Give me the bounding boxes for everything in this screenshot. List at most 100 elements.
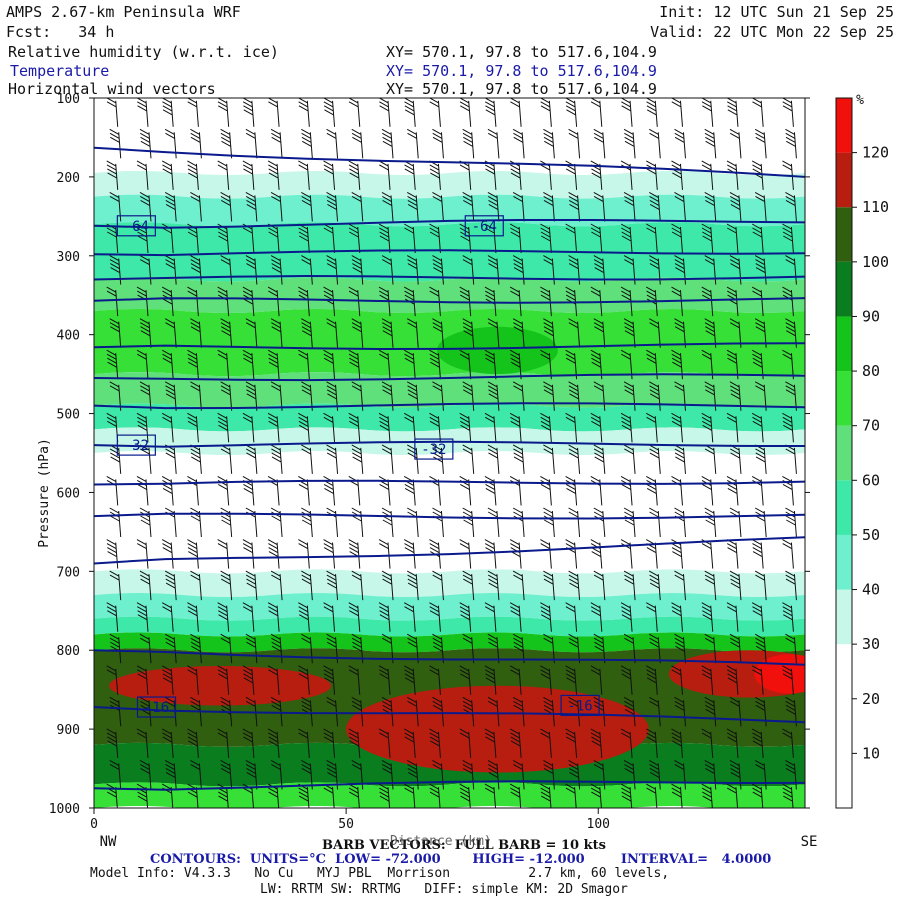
wind-barb xyxy=(509,476,522,506)
wind-barb xyxy=(378,665,391,695)
wind-barb xyxy=(164,128,177,159)
wind-barb xyxy=(646,98,658,127)
wind-barb xyxy=(459,665,472,695)
wind-barb xyxy=(323,98,336,127)
wind-barb xyxy=(139,318,152,348)
wind-barb xyxy=(782,539,794,569)
wind-barb xyxy=(509,728,522,758)
wind-barb xyxy=(301,255,313,285)
wind-barb xyxy=(540,98,552,127)
wind-barb xyxy=(190,444,202,474)
wind-barb xyxy=(565,476,578,506)
wind-barb xyxy=(298,665,310,695)
y-tick-label: 800 xyxy=(57,644,80,659)
wind-barb xyxy=(565,539,578,569)
wind-barb xyxy=(267,412,280,443)
wind-barb xyxy=(568,128,581,159)
colorbar-tick-label: 50 xyxy=(862,526,880,544)
wind-barb xyxy=(136,783,149,808)
wind-barb xyxy=(429,349,441,380)
wind-barb xyxy=(751,160,764,190)
y-tick-label: 700 xyxy=(57,565,80,580)
wind-barb xyxy=(543,507,555,538)
wind-barb xyxy=(136,412,149,443)
wind-barb xyxy=(217,412,230,443)
colorbar-tick-label: 10 xyxy=(862,744,880,762)
wind-barb xyxy=(462,381,475,411)
wind-barb xyxy=(782,728,794,758)
wind-barb xyxy=(462,570,475,601)
wind-barb xyxy=(403,160,416,190)
wind-barb xyxy=(704,570,717,601)
wind-barb xyxy=(161,476,174,506)
wind-barb xyxy=(782,286,794,317)
wind-barb xyxy=(403,602,416,632)
wind-barb xyxy=(484,349,497,380)
wind-barb xyxy=(484,98,497,127)
wind-barb xyxy=(751,602,764,632)
wind-barb xyxy=(109,760,122,790)
wind-barb xyxy=(301,633,313,664)
x-tick-label: 0 xyxy=(90,817,98,832)
wind-barb xyxy=(751,349,764,380)
wind-barb xyxy=(270,444,283,474)
wind-barb xyxy=(726,665,739,695)
wind-barb xyxy=(623,696,636,727)
wind-barb xyxy=(106,783,118,808)
wind-barb xyxy=(729,444,742,474)
wind-barb xyxy=(187,665,199,695)
wind-barb xyxy=(267,539,280,569)
wind-barb xyxy=(403,476,416,506)
wind-barb xyxy=(190,696,202,727)
wind-barb xyxy=(161,160,174,190)
wind-barb xyxy=(704,760,717,790)
wind-barb xyxy=(623,192,636,222)
wind-barb xyxy=(106,728,119,758)
colorbar-frame xyxy=(835,97,853,809)
wind-barb xyxy=(432,128,444,159)
wind-barb xyxy=(620,602,633,632)
rh-band xyxy=(94,632,805,653)
x-end-label-se: SE xyxy=(801,834,818,850)
wind-barb xyxy=(674,318,686,348)
wind-barb xyxy=(782,412,794,443)
wind-barb xyxy=(785,507,797,538)
temperature-contour xyxy=(94,342,805,351)
wind-barb xyxy=(298,728,310,758)
wind-barb xyxy=(245,760,258,790)
wind-barb xyxy=(187,286,199,317)
wind-barb xyxy=(432,633,444,664)
wind-barb xyxy=(671,665,683,695)
wind-barb xyxy=(301,381,313,411)
wind-barb xyxy=(326,507,339,538)
wind-barb xyxy=(543,128,555,159)
wind-barb xyxy=(754,507,767,538)
wind-barb xyxy=(164,760,177,790)
plot-frame xyxy=(93,97,806,809)
wind-barb xyxy=(729,507,742,538)
wind-barb xyxy=(462,760,475,790)
wind-barb xyxy=(590,476,603,506)
wind-barb xyxy=(509,783,522,808)
field-rh-xy: XY= 570.1, 97.8 to 517.6,104.9 xyxy=(386,43,657,61)
wind-barb xyxy=(161,286,174,317)
wind-barb xyxy=(267,602,280,632)
wind-barb xyxy=(164,633,177,664)
wind-barb xyxy=(381,760,394,790)
y-tick-label: 400 xyxy=(57,329,80,344)
colorbar-tick-label: 40 xyxy=(862,581,880,599)
wind-barb xyxy=(432,507,444,538)
wind-barb xyxy=(190,128,202,159)
contour-info: CONTOURS: UNITS=°C LOW= -72.000 HIGH= -1… xyxy=(150,852,772,867)
wind-barb xyxy=(187,98,199,127)
contour-label: -64 xyxy=(124,219,149,235)
wind-barb xyxy=(323,602,336,632)
wind-barb xyxy=(190,760,202,790)
wind-barb xyxy=(623,318,636,348)
wind-barb xyxy=(378,476,391,506)
wind-barb xyxy=(751,783,764,808)
wind-barb xyxy=(674,444,686,474)
wind-barb xyxy=(106,98,119,127)
wind-barb xyxy=(109,192,122,222)
wind-barb xyxy=(540,665,552,695)
